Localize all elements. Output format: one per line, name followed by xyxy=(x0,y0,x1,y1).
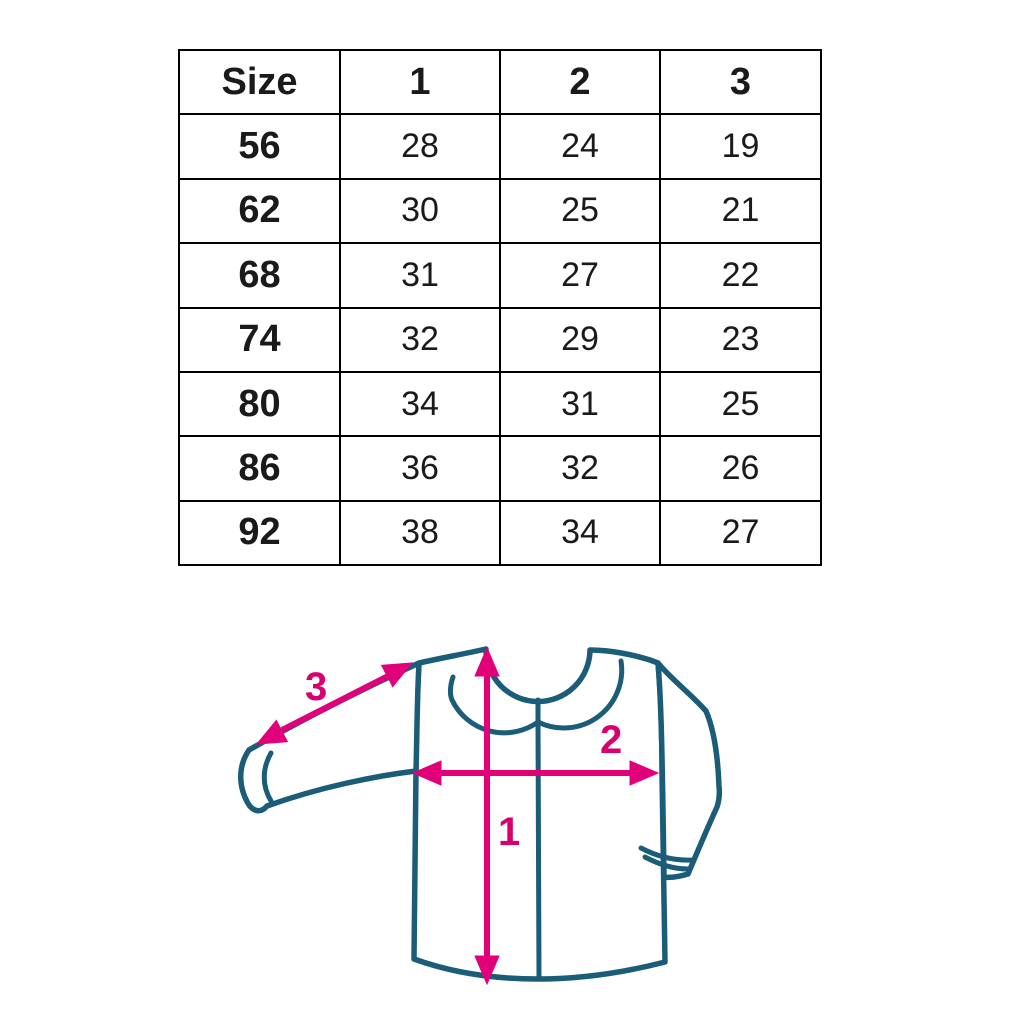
svg-text:2: 2 xyxy=(600,718,622,762)
svg-text:1: 1 xyxy=(498,810,520,854)
svg-text:3: 3 xyxy=(305,665,327,709)
